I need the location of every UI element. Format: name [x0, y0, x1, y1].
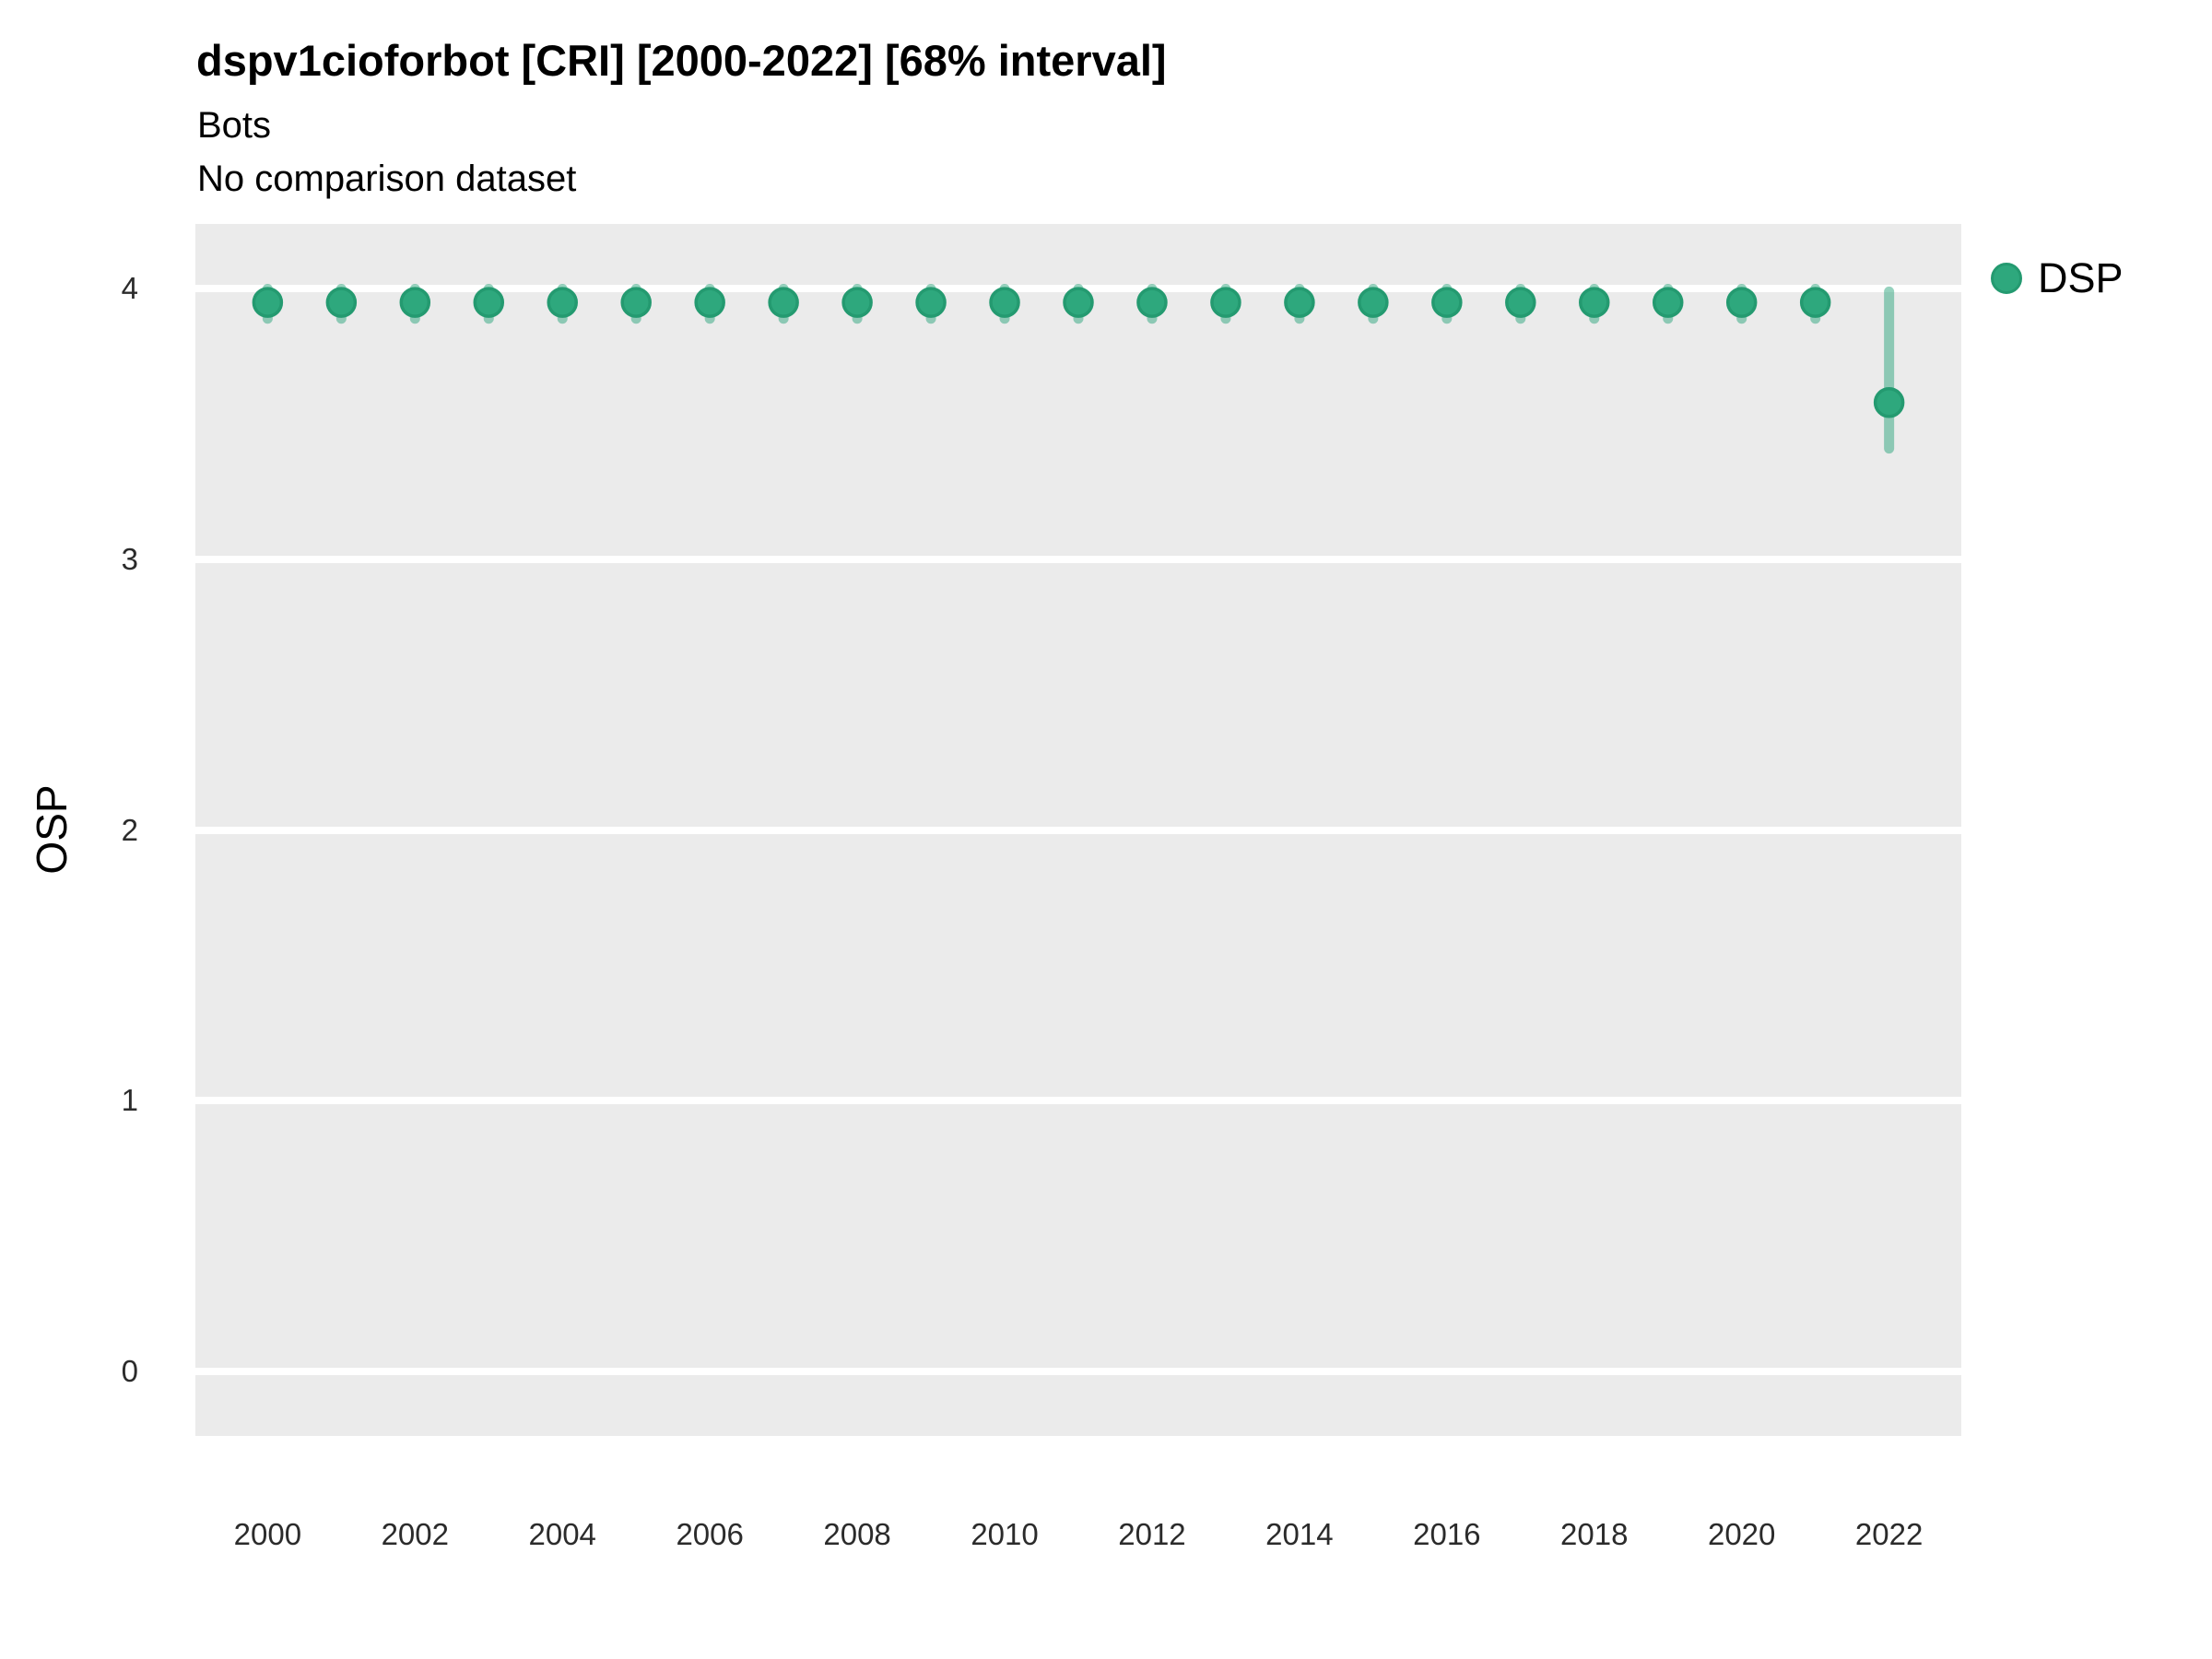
x-tick-label: 2014 [1265, 1517, 1334, 1551]
data-point-2002 [399, 287, 431, 318]
data-point-2004 [547, 287, 578, 318]
data-point-2015 [1358, 287, 1389, 318]
y-tick-label: 0 [121, 1353, 138, 1388]
x-tick-label: 2004 [528, 1517, 596, 1551]
data-point-2013 [1210, 287, 1241, 318]
gridline-y-1 [195, 1097, 1961, 1105]
x-tick-label: 2018 [1560, 1517, 1629, 1551]
data-point-2017 [1505, 287, 1536, 318]
data-point-2003 [473, 287, 505, 318]
x-tick-label: 2002 [381, 1517, 449, 1551]
data-point-2014 [1284, 287, 1315, 318]
x-tick-label: 2022 [1854, 1517, 1924, 1551]
gridline-y-0 [195, 1367, 1961, 1375]
y-tick-label: 2 [121, 812, 138, 847]
data-point-2018 [1579, 287, 1610, 318]
legend-label: DSP [2038, 254, 2124, 301]
data-point-2006 [694, 287, 725, 318]
data-layer [252, 283, 1905, 454]
chart-title: dspv1cioforbot [CRI] [2000-2022] [68% in… [196, 36, 1167, 85]
x-tick-label: 2020 [1707, 1517, 1776, 1551]
data-point-2019 [1652, 287, 1684, 318]
data-point-2022 [1873, 386, 1905, 418]
data-point-2016 [1431, 287, 1463, 318]
x-tick-label: 2010 [971, 1517, 1039, 1551]
data-point-2001 [325, 287, 358, 318]
data-point-2010 [989, 287, 1020, 318]
x-tick-label: 2012 [1118, 1517, 1186, 1551]
legend-point-icon [1991, 263, 2022, 294]
x-tick-label: 2000 [233, 1517, 302, 1551]
data-point-2005 [620, 287, 652, 318]
legend: DSP [1991, 254, 2124, 302]
x-tick-label: 2006 [676, 1517, 744, 1551]
chart-subtitle: Bots [197, 105, 272, 146]
data-point-2021 [1799, 287, 1831, 318]
x-tick-label: 2016 [1413, 1517, 1481, 1551]
data-point-2008 [841, 287, 873, 318]
y-tick-label: 3 [121, 541, 138, 576]
data-point-2009 [915, 287, 947, 318]
data-point-2007 [768, 287, 799, 318]
data-point-2012 [1136, 287, 1168, 318]
x-tick-label: 2008 [823, 1517, 891, 1551]
y-tick-label: 1 [121, 1083, 138, 1118]
data-point-2000 [252, 287, 284, 318]
gridline-y-3 [195, 555, 1961, 563]
gridline-y-2 [195, 826, 1961, 834]
comparison-note: No comparison dataset [197, 159, 577, 199]
data-point-2020 [1725, 287, 1758, 318]
plot-panel [195, 224, 1961, 1436]
data-point-2011 [1063, 287, 1094, 318]
y-tick-label: 4 [121, 271, 138, 306]
